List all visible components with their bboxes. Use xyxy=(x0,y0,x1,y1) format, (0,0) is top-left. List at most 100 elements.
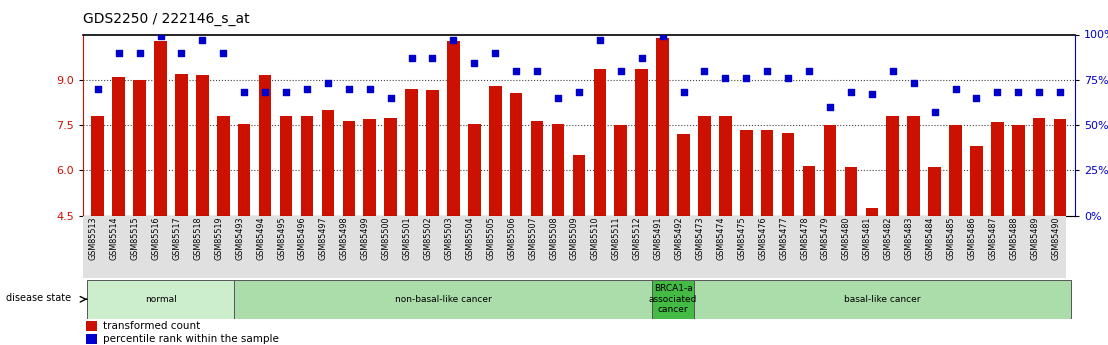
Point xyxy=(423,55,441,61)
Text: GSM85475: GSM85475 xyxy=(737,217,747,260)
Bar xyxy=(133,80,146,345)
Text: GDS2250 / 222146_s_at: GDS2250 / 222146_s_at xyxy=(83,12,249,26)
Point xyxy=(173,50,191,55)
FancyBboxPatch shape xyxy=(694,280,1070,319)
Bar xyxy=(363,119,376,345)
Point xyxy=(591,37,608,43)
Text: GSM85509: GSM85509 xyxy=(570,217,578,260)
Text: disease state: disease state xyxy=(6,294,71,303)
Bar xyxy=(217,116,229,345)
Text: GSM85497: GSM85497 xyxy=(319,217,328,260)
Text: GSM85474: GSM85474 xyxy=(717,217,726,260)
Text: GSM85498: GSM85498 xyxy=(340,217,349,260)
Bar xyxy=(92,116,104,345)
Point xyxy=(633,55,650,61)
Text: GSM85517: GSM85517 xyxy=(173,217,182,260)
Bar xyxy=(321,110,335,345)
Text: GSM85476: GSM85476 xyxy=(758,217,767,260)
Text: GSM85480: GSM85480 xyxy=(842,217,851,260)
Bar xyxy=(427,90,439,345)
Point xyxy=(884,68,902,73)
Bar xyxy=(573,155,585,345)
Bar xyxy=(238,124,250,345)
Point xyxy=(779,75,797,81)
Point xyxy=(821,104,839,110)
Text: GSM85483: GSM85483 xyxy=(904,217,914,260)
Bar xyxy=(782,132,794,345)
Text: basal-like cancer: basal-like cancer xyxy=(844,295,921,304)
Bar xyxy=(510,93,523,345)
Point xyxy=(738,75,756,81)
Point xyxy=(507,68,525,73)
Point xyxy=(382,95,400,101)
Text: normal: normal xyxy=(145,295,176,304)
Text: GSM85482: GSM85482 xyxy=(884,217,893,260)
Bar xyxy=(384,118,397,345)
Point xyxy=(758,68,776,73)
Bar xyxy=(635,69,648,345)
Point xyxy=(946,86,964,91)
Bar xyxy=(971,146,983,345)
Point xyxy=(1009,90,1027,95)
Text: GSM85501: GSM85501 xyxy=(402,217,411,260)
Bar xyxy=(907,116,920,345)
Point xyxy=(319,81,337,86)
Bar xyxy=(259,75,271,345)
Text: GSM85512: GSM85512 xyxy=(633,217,642,260)
Text: GSM85513: GSM85513 xyxy=(89,217,98,260)
Text: GSM85500: GSM85500 xyxy=(381,217,391,260)
Bar xyxy=(1033,118,1046,345)
Point xyxy=(235,90,253,95)
Point xyxy=(988,90,1006,95)
Point xyxy=(842,90,860,95)
Text: GSM85502: GSM85502 xyxy=(423,217,432,260)
Text: GSM85516: GSM85516 xyxy=(152,217,161,260)
Point xyxy=(110,50,127,55)
Text: GSM85491: GSM85491 xyxy=(654,217,663,260)
Text: GSM85486: GSM85486 xyxy=(967,217,976,260)
Bar xyxy=(886,116,899,345)
Bar xyxy=(761,130,773,345)
Point xyxy=(277,90,295,95)
Text: GSM85495: GSM85495 xyxy=(277,217,286,260)
Text: GSM85519: GSM85519 xyxy=(214,217,224,260)
Text: GSM85507: GSM85507 xyxy=(529,217,537,260)
Text: GSM85489: GSM85489 xyxy=(1030,217,1039,260)
Text: GSM85503: GSM85503 xyxy=(444,217,453,260)
Text: transformed count: transformed count xyxy=(103,321,199,331)
Point xyxy=(863,91,881,97)
Bar xyxy=(468,124,481,345)
Bar xyxy=(86,334,98,344)
Text: GSM85487: GSM85487 xyxy=(988,217,997,260)
Bar xyxy=(594,69,606,345)
Text: GSM85492: GSM85492 xyxy=(675,217,684,260)
Text: GSM85518: GSM85518 xyxy=(194,217,203,260)
FancyBboxPatch shape xyxy=(234,280,653,319)
Point xyxy=(1030,90,1048,95)
FancyBboxPatch shape xyxy=(653,280,694,319)
Point xyxy=(465,61,483,66)
Bar xyxy=(112,77,125,345)
Text: GSM85506: GSM85506 xyxy=(507,217,516,260)
Text: GSM85508: GSM85508 xyxy=(548,217,558,260)
Point xyxy=(570,90,587,95)
Bar xyxy=(719,116,731,345)
Bar xyxy=(698,116,710,345)
Point xyxy=(654,33,671,39)
Bar xyxy=(677,134,690,345)
Point xyxy=(215,50,233,55)
Bar xyxy=(1012,125,1025,345)
Point xyxy=(131,50,148,55)
Text: GSM85484: GSM85484 xyxy=(925,217,934,260)
Text: GSM85477: GSM85477 xyxy=(779,217,788,260)
Text: GSM85485: GSM85485 xyxy=(946,217,955,260)
Text: GSM85511: GSM85511 xyxy=(612,217,620,260)
Point xyxy=(402,55,420,61)
Bar xyxy=(865,208,879,345)
Point xyxy=(696,68,714,73)
Text: GSM85514: GSM85514 xyxy=(110,217,119,260)
Text: GSM85473: GSM85473 xyxy=(696,217,705,260)
Bar xyxy=(844,167,858,345)
Point xyxy=(925,110,943,115)
Bar xyxy=(448,40,460,345)
